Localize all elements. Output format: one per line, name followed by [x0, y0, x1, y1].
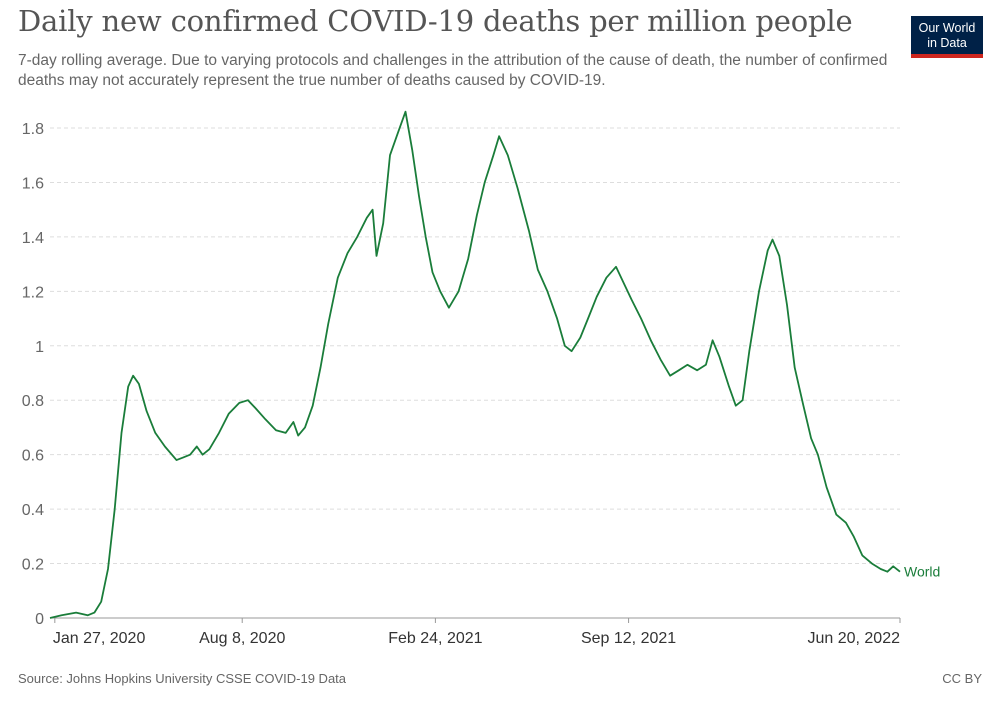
x-axis: Jan 27, 2020 Aug 8, 2020 Feb 24, 2021 Sep 1… — [50, 617, 901, 647]
x-tick-label: Sep 12, 2021 — [581, 630, 676, 647]
x-tick-label: Jun 20, 2022 — [807, 630, 900, 647]
gridlines — [50, 127, 900, 565]
y-tick-label: 1.4 — [22, 230, 44, 247]
y-tick-label: 1.8 — [22, 121, 44, 138]
license-link[interactable]: CC BY — [942, 671, 982, 686]
source-note[interactable]: Source: Johns Hopkins University CSSE CO… — [18, 671, 347, 686]
y-axis-ticks: 0 0.2 0.4 0.6 0.8 1 1.2 1.4 1.6 1.8 — [22, 121, 44, 628]
y-tick-label: 0.2 — [22, 557, 44, 574]
series-label-world: World — [904, 564, 940, 580]
series-line-world[interactable] — [49, 110, 901, 619]
logo-line-2: in Data — [927, 36, 967, 50]
y-tick-label: 0 — [35, 611, 44, 628]
y-tick-label: 0.4 — [22, 502, 44, 519]
x-tick-label: Aug 8, 2020 — [199, 630, 285, 647]
logo-line-1: Our World — [918, 21, 976, 35]
chart-title: Daily new confirmed COVID-19 deaths per … — [18, 4, 853, 38]
x-tick-label: Feb 24, 2021 — [388, 630, 482, 647]
series-layer: World — [49, 110, 940, 619]
y-tick-label: 0.8 — [22, 393, 44, 410]
y-tick-label: 1 — [35, 339, 44, 356]
owid-logo[interactable]: Our World in Data — [911, 16, 983, 58]
y-tick-label: 1.6 — [22, 175, 44, 192]
x-tick-label: Jan 27, 2020 — [53, 630, 146, 647]
y-tick-label: 1.2 — [22, 284, 44, 301]
y-tick-label: 0.6 — [22, 448, 44, 465]
chart-subtitle: 7-day rolling average. Due to varying pr… — [18, 52, 888, 89]
